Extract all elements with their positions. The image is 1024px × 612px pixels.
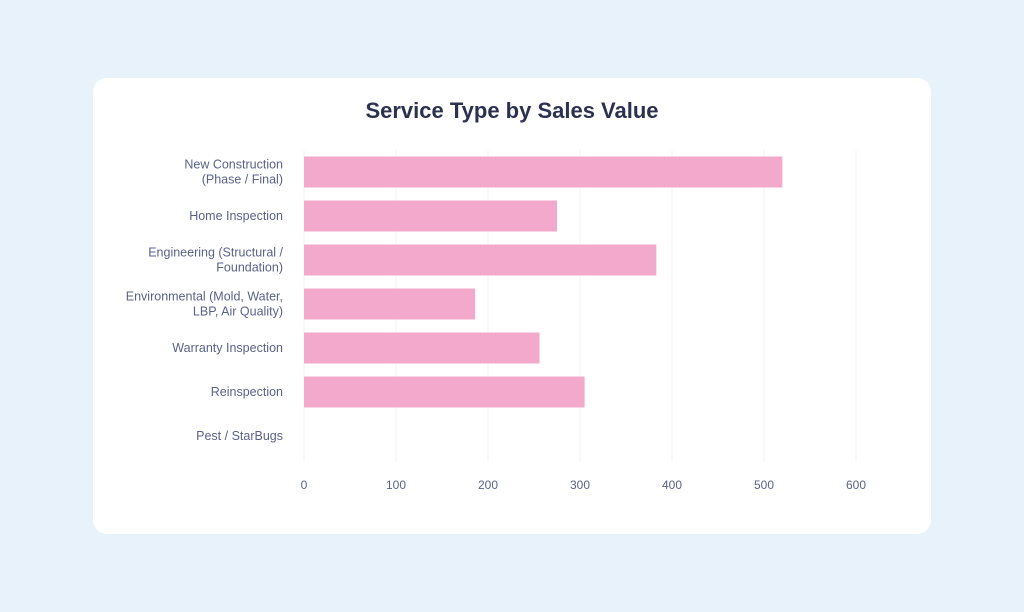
category-label: Environmental (Mold, Water, LBP, Air Qual… [126,290,283,319]
chart-card [93,78,931,534]
category-label: Engineering (Structural / Foundation) [148,246,283,275]
bar [304,244,657,276]
category-label: Reinspection [211,385,283,399]
bars [304,156,783,408]
category-label: Home Inspection [189,209,283,223]
x-tick-label: 100 [386,478,406,492]
x-tick-label: 400 [662,478,682,492]
category-label: New Construction (Phase / Final) [184,158,283,187]
chart-title: Service Type by Sales Value [365,98,659,123]
category-label: Pest / StarBugs [196,429,283,443]
category-labels: New Construction (Phase / Final) Home Insp… [126,158,284,444]
bar [304,288,476,320]
x-tick-label: 600 [846,478,866,492]
bar [304,200,557,232]
bar [304,332,540,364]
bar [304,376,585,408]
bar [304,156,783,188]
x-tick-label: 500 [754,478,774,492]
category-label: Warranty Inspection [172,341,283,355]
x-axis-ticks: 0 100 200 300 400 500 600 [301,478,867,492]
x-tick-label: 200 [478,478,498,492]
x-tick-label: 300 [570,478,590,492]
x-tick-label: 0 [301,478,308,492]
